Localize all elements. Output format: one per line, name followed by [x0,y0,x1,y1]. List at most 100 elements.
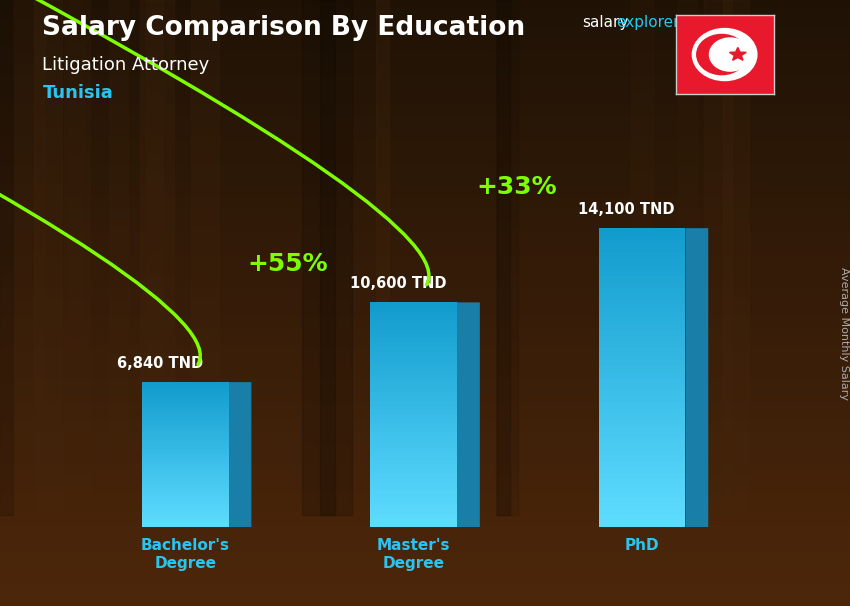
Bar [142,521,229,524]
Bar [0,533,850,539]
Bar [142,524,229,527]
Bar [598,258,685,264]
Bar [0,576,850,582]
Bar [142,484,229,487]
Bar [142,438,229,440]
Polygon shape [229,382,252,527]
Bar [598,378,685,384]
Bar [0,558,850,564]
Bar [371,514,457,518]
Bar [377,0,389,515]
Bar [0,48,850,55]
Bar [142,435,229,438]
Bar [191,0,218,515]
Bar [0,321,850,327]
Bar [371,356,457,361]
Bar [0,121,850,127]
Bar [371,442,457,446]
Bar [598,365,685,371]
Bar [0,461,850,467]
Bar [142,399,229,402]
Bar [598,264,685,270]
Bar [0,442,850,448]
Bar [371,370,457,375]
Bar [142,510,229,513]
Bar [371,311,457,316]
Bar [142,495,229,498]
Polygon shape [729,47,746,60]
Bar [371,482,457,487]
Bar [598,438,685,444]
Bar [0,406,850,412]
Bar [0,261,850,267]
Bar [598,479,685,485]
Bar [0,412,850,418]
Bar [371,446,457,451]
Bar [0,115,850,121]
Bar [0,497,850,503]
Bar [142,402,229,405]
Bar [0,158,850,164]
Bar [0,206,850,212]
Polygon shape [685,228,708,527]
Bar [598,360,685,366]
Bar [0,394,850,400]
Bar [142,504,229,507]
Bar [0,564,850,570]
Text: Tunisia: Tunisia [42,84,113,102]
Circle shape [693,28,756,81]
Bar [0,588,850,594]
Bar [0,91,850,97]
Bar [0,109,850,115]
Bar [371,365,457,370]
Bar [598,318,685,324]
Bar [598,467,685,473]
Bar [598,276,685,282]
Bar [142,451,229,454]
Bar [371,379,457,384]
Bar [0,127,850,133]
Bar [598,240,685,246]
Bar [598,234,685,240]
Bar [0,285,850,291]
Bar [0,279,850,285]
Bar [142,446,229,449]
Bar [0,61,850,67]
Bar [142,414,229,417]
Bar [0,364,850,370]
Bar [142,507,229,510]
Bar [371,410,457,415]
Bar [142,420,229,423]
Bar [0,133,850,139]
Bar [0,388,850,394]
Bar [142,469,229,472]
Bar [371,384,457,388]
Bar [0,358,850,364]
Bar [0,424,850,430]
Bar [371,375,457,379]
Bar [142,472,229,475]
Bar [34,0,62,515]
Bar [371,406,457,410]
Bar [371,451,457,455]
Bar [142,423,229,425]
Bar [0,527,850,533]
Bar [0,539,850,545]
Bar [371,505,457,509]
Bar [0,230,850,236]
Bar [371,316,457,321]
Bar [0,418,850,424]
Bar [0,248,850,255]
Bar [0,345,850,351]
Bar [371,401,457,406]
Bar [0,164,850,170]
Polygon shape [457,302,479,527]
Bar [0,454,850,461]
Bar [496,0,518,515]
Bar [0,152,850,158]
Bar [0,176,850,182]
Bar [142,454,229,458]
Bar [598,354,685,360]
Bar [142,408,229,411]
Bar [371,397,457,401]
